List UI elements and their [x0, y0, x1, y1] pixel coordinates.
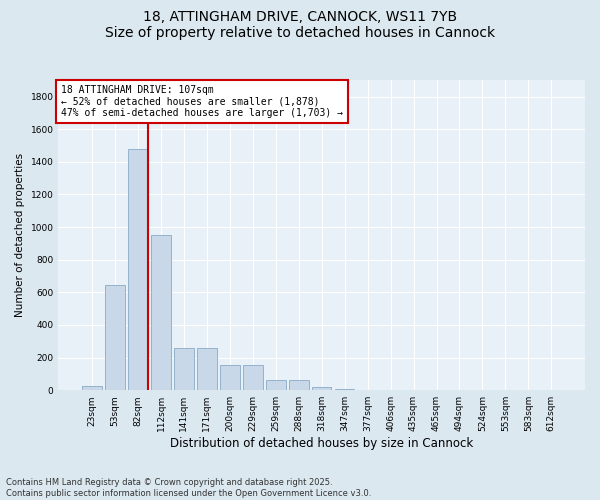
Bar: [82, 386, 102, 390]
Bar: [220, 365, 239, 390]
Bar: [289, 380, 308, 390]
Bar: [106, 285, 125, 390]
Bar: [151, 235, 171, 390]
Bar: [312, 387, 331, 390]
Text: 18 ATTINGHAM DRIVE: 107sqm
← 52% of detached houses are smaller (1,878)
47% of s: 18 ATTINGHAM DRIVE: 107sqm ← 52% of deta…: [61, 85, 343, 118]
Bar: [128, 148, 148, 390]
Bar: [266, 380, 286, 390]
Bar: [197, 348, 217, 390]
Text: Contains HM Land Registry data © Crown copyright and database right 2025.
Contai: Contains HM Land Registry data © Crown c…: [6, 478, 371, 498]
Bar: [243, 365, 263, 390]
Bar: [174, 348, 194, 390]
Text: 18, ATTINGHAM DRIVE, CANNOCK, WS11 7YB
Size of property relative to detached hou: 18, ATTINGHAM DRIVE, CANNOCK, WS11 7YB S…: [105, 10, 495, 40]
X-axis label: Distribution of detached houses by size in Cannock: Distribution of detached houses by size …: [170, 437, 473, 450]
Y-axis label: Number of detached properties: Number of detached properties: [15, 153, 25, 318]
